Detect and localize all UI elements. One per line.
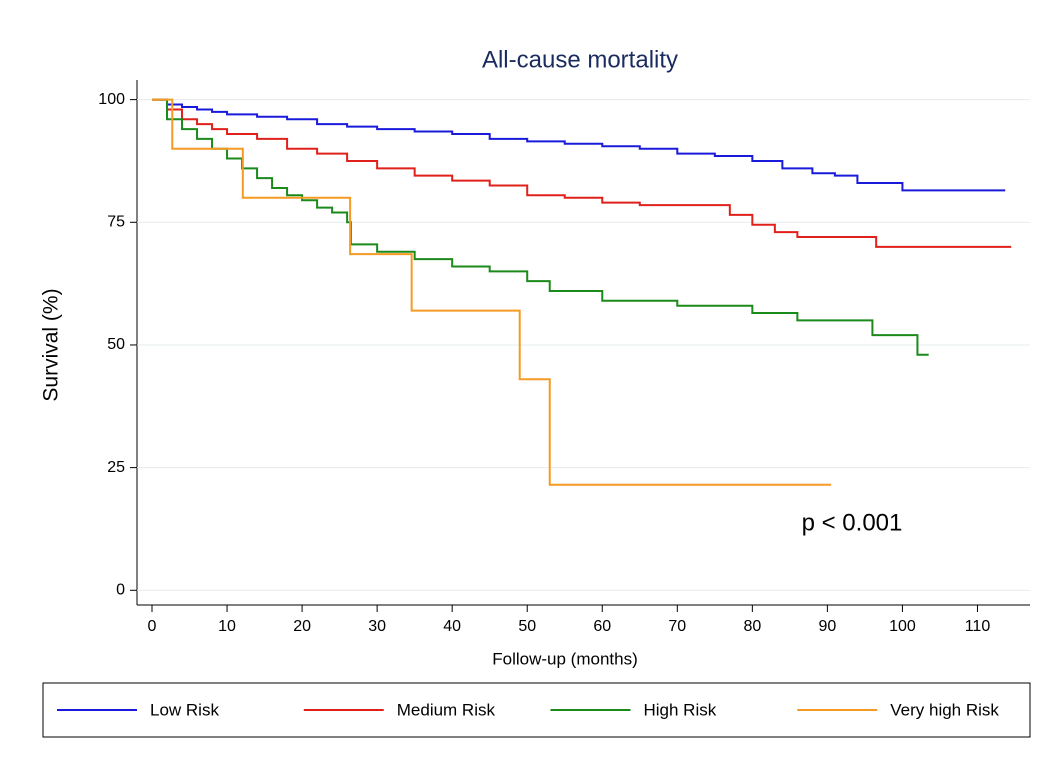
survival-curve (152, 98, 1012, 248)
y-axis-label: Survival (%) (40, 288, 63, 401)
x-tick-label: 10 (218, 618, 236, 635)
chart-title: All-cause mortality (482, 46, 678, 73)
y-tick-label: 50 (107, 336, 125, 353)
y-tick-label: 100 (98, 91, 125, 108)
x-tick-label: 40 (443, 618, 461, 635)
y-tick-label: 0 (116, 581, 125, 598)
x-tick-label: 60 (593, 618, 611, 635)
legend-box (42, 682, 1031, 738)
x-tick-label: 50 (518, 618, 536, 635)
y-tick-label: 25 (107, 459, 125, 476)
x-tick-label: 100 (889, 618, 916, 635)
legend-label: Very high Risk (890, 700, 999, 719)
x-tick-label: 90 (818, 618, 836, 635)
survival-curve (152, 98, 832, 486)
y-tick-label: 75 (107, 214, 125, 231)
x-tick-label: 0 (148, 618, 157, 635)
x-tick-label: 30 (368, 618, 386, 635)
x-tick-label: 80 (743, 618, 761, 635)
x-tick-label: 20 (293, 618, 311, 635)
x-tick-label: 110 (965, 618, 991, 635)
legend-label: Medium Risk (397, 700, 496, 719)
survival-curve (152, 98, 1006, 192)
legend-label: Low Risk (150, 700, 219, 719)
x-axis-label: Follow-up (months) (492, 649, 638, 668)
x-tick-label: 70 (668, 618, 686, 635)
annotation: p < 0.001 (802, 509, 903, 536)
legend-label: High Risk (644, 700, 717, 719)
